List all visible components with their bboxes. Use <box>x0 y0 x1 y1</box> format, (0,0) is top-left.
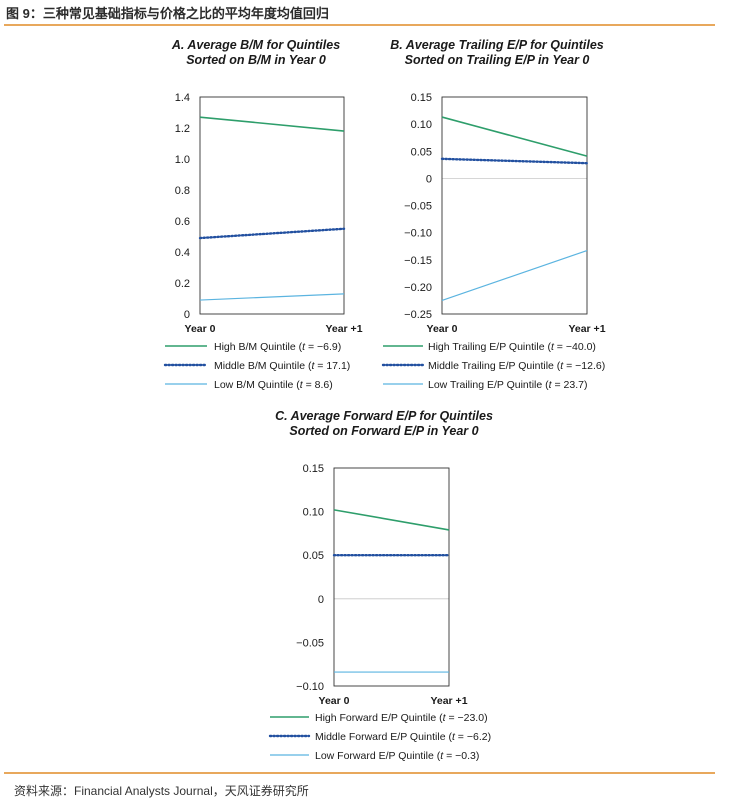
top-divider <box>4 24 715 26</box>
legend-label-text: Middle B/M Quintile ( <box>214 360 312 372</box>
chart-c-xtick-label: Year +1 <box>430 695 467 707</box>
chart-b-ytick-label: 0 <box>426 173 432 185</box>
chart-a-ytick-label: 1.4 <box>175 92 190 104</box>
chart-b-legend-label-3: Low Trailing E/P Quintile (t = 23.7) <box>428 379 587 391</box>
chart-b-xtick-label: Year +1 <box>568 323 605 335</box>
legend-label-t-symbol: t <box>452 731 456 743</box>
chart-b-ytick-label: 0.15 <box>411 92 432 104</box>
chart-c-ytick-label: 0 <box>318 594 324 606</box>
chart-a-ytick-label: 0.4 <box>175 247 190 259</box>
legend-label-t-symbol: t <box>551 341 555 353</box>
legend-label-text: Low Trailing E/P Quintile ( <box>428 379 549 391</box>
chart-a-plot-frame <box>199 96 345 315</box>
chart-c-ytick-label: 0.15 <box>303 463 324 475</box>
legend-label-t-stat: = 17.1) <box>314 360 350 372</box>
legend-label-t-stat: = 23.7) <box>552 379 588 391</box>
chart-b-ytick-label: 0.05 <box>411 146 432 158</box>
chart-b-ytick-label: −0.25 <box>404 309 432 321</box>
chart-c-ytick-label: 0.10 <box>303 507 324 519</box>
chart-b-series-line-3 <box>441 249 588 302</box>
chart-c-ytick-label: 0.05 <box>303 550 324 562</box>
legend-label-t-stat: = −12.6) <box>563 360 605 372</box>
chart-a-ytick-label: 1.2 <box>175 123 190 135</box>
legend-label-t-symbol: t <box>443 712 447 724</box>
chart-b-title-line-2: Sorted on Trailing E/P in Year 0 <box>405 53 590 67</box>
legend-label-t-stat: = −6.2) <box>455 731 491 743</box>
chart-b-plot-frame <box>441 96 588 315</box>
chart-b-xtick-label: Year 0 <box>427 323 458 335</box>
chart-c-title-line-1: C. Average Forward E/P for Quintiles <box>275 409 493 423</box>
legend-label-t-stat: = −0.3) <box>443 750 479 762</box>
legend-label-text: High B/M Quintile ( <box>214 341 303 353</box>
chart-a-series-line-3 <box>199 293 345 301</box>
legend-label-text: Middle Forward E/P Quintile ( <box>315 731 452 743</box>
figure-title: 图 9：三种常见基础指标与价格之比的平均年度均值回归 <box>6 6 329 21</box>
chart-b-ytick-label: −0.15 <box>404 255 432 267</box>
legend-label-t-symbol: t <box>311 360 315 372</box>
chart-a-ytick-label: 0.8 <box>175 185 190 197</box>
chart-a-legend-label-2: Middle B/M Quintile (t = 17.1) <box>214 360 350 372</box>
chart-c-ytick-label: −0.10 <box>296 681 324 693</box>
chart-a-xtick-label: Year +1 <box>325 323 362 335</box>
chart-c-plot-frame <box>333 467 450 687</box>
legend-label-t-symbol: t <box>302 341 306 353</box>
chart-a-ytick-label: 1.0 <box>175 154 190 166</box>
chart-b-series-line-2 <box>440 157 589 165</box>
legend-label-text: Low Forward E/P Quintile ( <box>315 750 441 762</box>
chart-a-xtick-label: Year 0 <box>185 323 216 335</box>
chart-a-series-line-2 <box>198 227 346 240</box>
legend-label-t-stat: = −40.0) <box>554 341 596 353</box>
legend-label-text: High Forward E/P Quintile ( <box>315 712 443 724</box>
chart-c-title-line-2: Sorted on Forward E/P in Year 0 <box>289 424 478 438</box>
legend-label-t-symbol: t <box>560 360 564 372</box>
chart-b-legend-label-2: Middle Trailing E/P Quintile (t = −12.6) <box>428 360 605 372</box>
chart-c-ytick-label: −0.05 <box>296 637 324 649</box>
chart-c-legend-label-3: Low Forward E/P Quintile (t = −0.3) <box>315 750 479 762</box>
legend-label-t-symbol: t <box>440 750 444 762</box>
chart-b-ytick-label: −0.20 <box>404 282 432 294</box>
chart-a-ytick-label: 0.2 <box>175 278 190 290</box>
legend-label-text: Low B/M Quintile ( <box>214 379 300 391</box>
legend-label-t-stat: = −23.0) <box>446 712 488 724</box>
chart-b-ytick-label: 0.10 <box>411 119 432 131</box>
chart-a-series-line-1 <box>199 116 345 132</box>
chart-a-legend-label-1: High B/M Quintile (t = −6.9) <box>214 341 341 353</box>
chart-c: C. Average Forward E/P for QuintilesSort… <box>268 409 493 762</box>
chart-b-series-line-1 <box>441 116 588 157</box>
chart-c-series-line-1 <box>333 509 450 531</box>
figure-source: 资料来源：Financial Analysts Journal，天风证券研究所 <box>14 784 309 798</box>
chart-b-legend-label-1: High Trailing E/P Quintile (t = −40.0) <box>428 341 596 353</box>
chart-c-xtick-label: Year 0 <box>319 695 350 707</box>
chart-b-ytick-label: −0.10 <box>404 228 432 240</box>
legend-label-t-stat: = 8.6) <box>303 379 333 391</box>
chart-b-title-line-1: B. Average Trailing E/P for Quintiles <box>390 38 604 52</box>
legend-label-t-symbol: t <box>549 379 553 391</box>
legend-label-text: High Trailing E/P Quintile ( <box>428 341 551 353</box>
chart-c-legend-label-2: Middle Forward E/P Quintile (t = −6.2) <box>315 731 491 743</box>
chart-a-title-line-2: Sorted on B/M in Year 0 <box>186 53 326 67</box>
bottom-divider <box>4 772 715 774</box>
chart-a-title-line-1: A. Average B/M for Quintiles <box>171 38 340 52</box>
chart-a-legend-label-3: Low B/M Quintile (t = 8.6) <box>214 379 333 391</box>
chart-a-ytick-label: 0 <box>184 309 190 321</box>
chart-c-legend-label-1: High Forward E/P Quintile (t = −23.0) <box>315 712 488 724</box>
legend-label-text: Middle Trailing E/P Quintile ( <box>428 360 561 372</box>
legend-label-t-stat: = −6.9) <box>305 341 341 353</box>
chart-a-ytick-label: 0.6 <box>175 216 190 228</box>
chart-b-ytick-label: −0.05 <box>404 201 432 213</box>
legend-label-t-symbol: t <box>300 379 304 391</box>
chart-b: B. Average Trailing E/P for QuintilesSor… <box>381 38 606 391</box>
